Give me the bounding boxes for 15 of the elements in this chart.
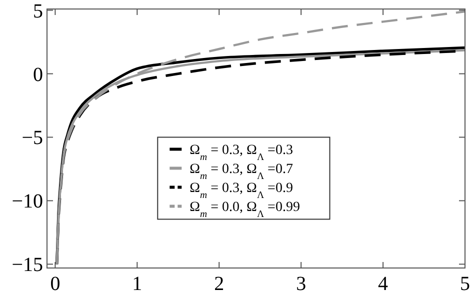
y-tick-label: 5 bbox=[33, 0, 43, 22]
x-tick-label: 5 bbox=[460, 273, 470, 295]
legend-label: Ω$_{m}$ = 0.0, Ω$_{Λ}$ =0.99 bbox=[190, 200, 300, 220]
legend-label: Ω$_{m}$ = 0.3, Ω$_{Λ}$ =0.7 bbox=[190, 162, 293, 182]
y-tick-label: −5 bbox=[22, 127, 43, 150]
legend-label: Ω$_{m}$ = 0.3, Ω$_{Λ}$ =0.9 bbox=[190, 181, 293, 201]
x-tick-label: 3 bbox=[296, 273, 306, 295]
y-tick-label: −10 bbox=[12, 190, 43, 213]
x-tick-label: 0 bbox=[50, 273, 60, 295]
x-tick-label: 1 bbox=[132, 273, 142, 295]
legend-label: Ω$_{m}$ = 0.3, Ω$_{Λ}$ =0.3 bbox=[190, 143, 293, 163]
x-tick-label: 4 bbox=[378, 273, 388, 295]
x-tick-label: 2 bbox=[214, 273, 224, 295]
y-tick-label: −15 bbox=[12, 254, 43, 276]
y-tick-label: 0 bbox=[33, 64, 43, 86]
